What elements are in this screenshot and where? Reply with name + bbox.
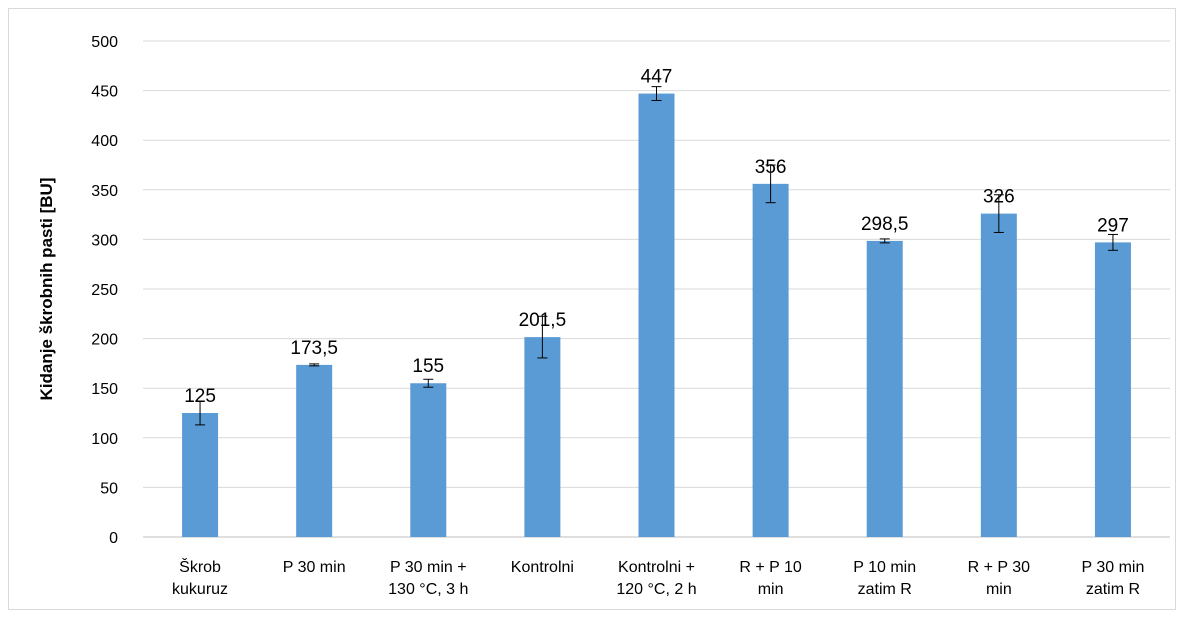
y-tick-label: 150 (91, 381, 118, 398)
y-tick-label: 50 (100, 480, 118, 497)
data-label: 298,5 (861, 214, 909, 235)
category-label: R + P 10 min (739, 559, 802, 598)
y-tick-label: 450 (91, 84, 118, 101)
category-label: P 30 min (283, 559, 346, 576)
bar (182, 413, 219, 537)
data-labels: 125 173,5 155 201,5 447 356 298,5 326 297 (184, 67, 1129, 407)
data-label: 297 (1097, 215, 1129, 236)
bar (980, 213, 1017, 537)
bar (866, 240, 903, 537)
y-axis-ticks: 0 50 100 150 200 250 300 350 400 450 500 (91, 34, 118, 547)
category-label: Kontrolni +120 °C, 2 h (616, 559, 696, 598)
bars (182, 93, 1131, 538)
y-tick-label: 0 (109, 530, 118, 547)
category-label: R + P 30 min (968, 559, 1031, 598)
y-tick-label: 250 (91, 282, 118, 299)
category-labels: Škrob kukuruz P 30 min P 30 min +130 °C, 3 … (172, 557, 1144, 598)
category-label: P 10 min zatim R (853, 559, 916, 598)
y-tick-label: 350 (91, 183, 118, 200)
category-label: P 30 min +130 °C, 3 h (388, 559, 468, 598)
y-tick-label: 500 (91, 34, 118, 51)
error-bars (195, 86, 1118, 426)
category-label: P 30 min zatim R (1082, 559, 1145, 598)
data-label: 356 (755, 157, 787, 178)
data-label: 447 (641, 67, 673, 88)
category-label: Kontrolni (511, 559, 574, 576)
data-label: 125 (184, 386, 216, 407)
data-label: 326 (983, 187, 1015, 208)
category-label: Škrob kukuruz (172, 557, 228, 598)
bar (524, 337, 561, 537)
bar (296, 364, 333, 537)
bar (638, 93, 675, 538)
bar (752, 183, 789, 537)
data-label: 201,5 (519, 310, 567, 331)
y-tick-label: 300 (91, 232, 118, 249)
y-tick-label: 400 (91, 133, 118, 150)
y-tick-label: 100 (91, 431, 118, 448)
y-tick-label: 200 (91, 332, 118, 349)
bar (1094, 242, 1131, 537)
y-axis-title: Kidanje škrobnih pasti [BU] (37, 178, 56, 401)
data-label: 173,5 (290, 338, 338, 359)
bar (410, 383, 447, 537)
data-label: 155 (412, 356, 444, 377)
